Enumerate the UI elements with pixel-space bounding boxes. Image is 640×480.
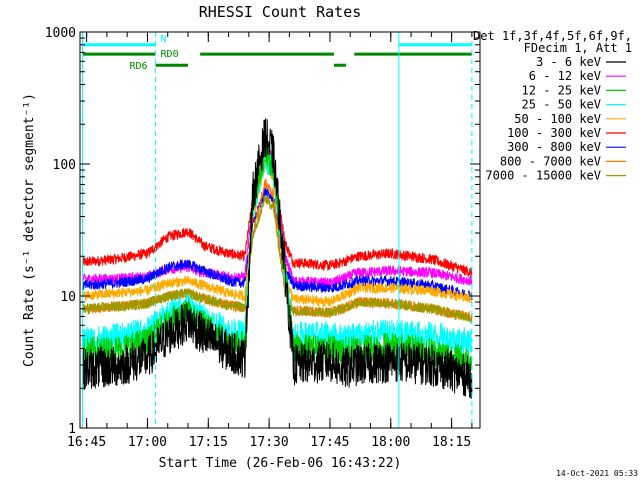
x-tick-label: 17:00 — [128, 435, 167, 450]
legend-label: 12 - 25 keV — [522, 83, 601, 97]
state-bar-label: N — [161, 34, 167, 45]
legend-label: 7000 - 15000 keV — [485, 169, 601, 183]
legend-label: 800 - 7000 keV — [500, 154, 601, 168]
legend-header-1: Det 1f,3f,4f,5f,6f,9f, — [473, 29, 632, 43]
state-bars: N RD0 RD6 — [82, 34, 472, 72]
series-line — [82, 195, 473, 324]
legend-header-2: FDecim 1, Att 1 — [524, 41, 632, 55]
y-tick-label: 1 — [68, 422, 76, 437]
plot-frame — [79, 31, 481, 429]
legend: Det 1f,3f,4f,5f,6f,9f, FDecim 1, Att 1 3… — [473, 29, 632, 183]
state-bar-label: RD0 — [161, 49, 179, 60]
x-tick-label: 18:15 — [432, 435, 471, 450]
x-axis-label: Start Time (26-Feb-06 16:43:22) — [159, 456, 402, 471]
vertical-markers — [82, 32, 473, 428]
y-tick-label: 100 — [53, 158, 76, 173]
legend-label: 300 - 800 keV — [507, 140, 601, 154]
x-tick-label: 18:00 — [371, 435, 410, 450]
chart-title: RHESSI Count Rates — [199, 3, 362, 21]
series-line — [82, 186, 473, 301]
series-line — [82, 138, 473, 376]
x-tick-label: 17:15 — [189, 435, 228, 450]
legend-label: 6 - 12 keV — [529, 69, 601, 83]
legend-label: 25 - 50 keV — [522, 98, 601, 112]
x-tick-label: 17:45 — [310, 435, 349, 450]
series-line — [82, 159, 473, 309]
x-tick-label: 17:30 — [250, 435, 289, 450]
legend-label: 50 - 100 keV — [514, 112, 601, 126]
footer-timestamp: 14-Oct-2021 05:33 — [556, 469, 638, 478]
y-tick-label: 10 — [60, 290, 76, 305]
axes: 1 10 100 1000 16:45 17:00 17:15 17:30 17:45 18:00… — [45, 26, 480, 450]
legend-label: 100 - 300 keV — [507, 126, 601, 140]
series-line — [82, 118, 473, 399]
x-tick-label: 16:45 — [67, 435, 106, 450]
y-tick-label: 1000 — [45, 26, 76, 41]
plot-area — [82, 118, 473, 399]
state-bar-label: RD6 — [130, 61, 148, 72]
legend-label: 3 - 6 keV — [536, 55, 601, 69]
y-axis-label: Count Rate (s⁻¹ detector segment⁻¹) — [22, 93, 37, 367]
